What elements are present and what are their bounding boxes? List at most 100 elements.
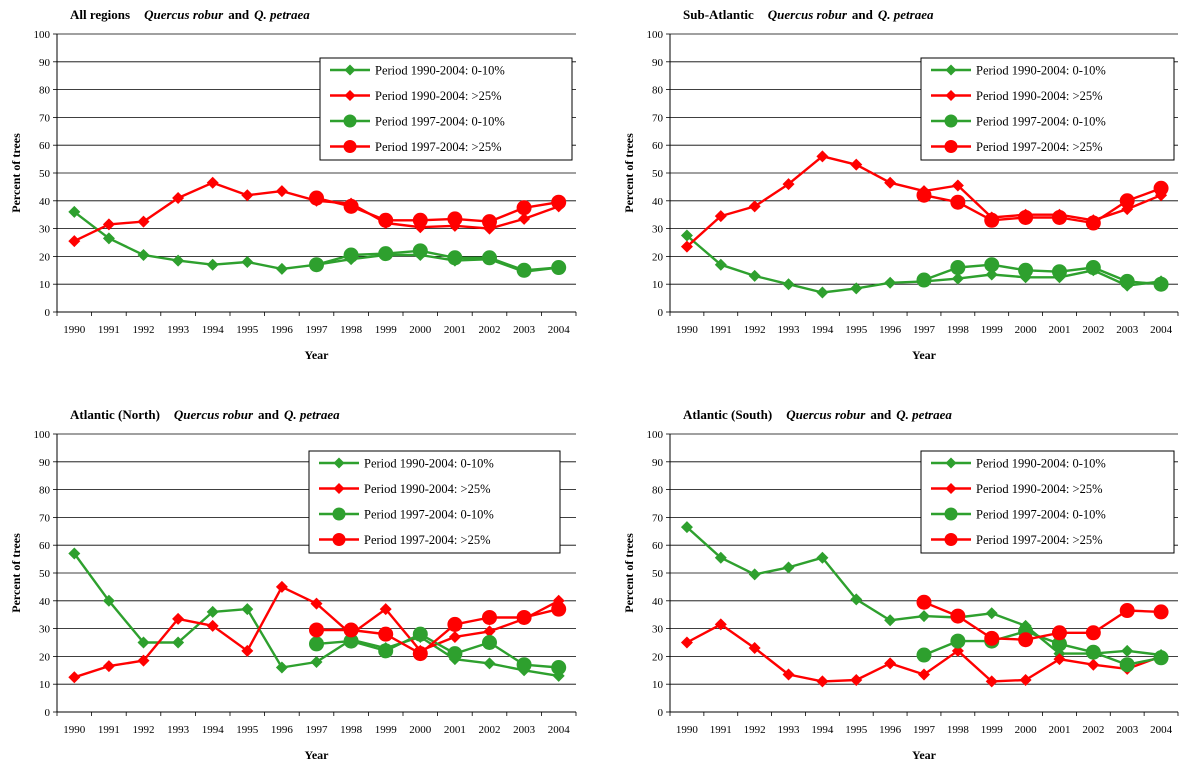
data-point [551, 260, 567, 276]
data-point [714, 258, 727, 271]
data-point [206, 176, 219, 189]
data-point [309, 636, 324, 652]
data-point [748, 269, 761, 282]
data-point [378, 246, 394, 262]
x-axis-label: Year [912, 348, 937, 362]
data-point [343, 622, 359, 638]
data-point [482, 250, 497, 266]
data-point [748, 200, 761, 213]
data-point [447, 646, 463, 662]
y-tick-label: 10 [652, 279, 664, 291]
data-point [241, 255, 254, 268]
data-point [379, 603, 392, 616]
title-and: and [870, 407, 892, 422]
legend-label: Period 1990-2004: >25% [364, 482, 490, 496]
chart-legend: Period 1990-2004: 0-10% Period 1990-2004:… [308, 450, 561, 554]
data-point [918, 668, 930, 681]
data-point [343, 247, 359, 263]
data-point [884, 276, 897, 289]
data-point [309, 257, 324, 273]
legend-marker [332, 533, 346, 546]
x-tick-label: 1991 [98, 724, 120, 736]
x-tick-label: 1996 [271, 724, 294, 736]
y-tick-label: 100 [647, 429, 664, 441]
data-point [1085, 625, 1101, 641]
x-tick-label: 1996 [879, 324, 902, 336]
y-axis-label: Percent of trees [622, 533, 636, 613]
x-tick-label: 1990 [676, 324, 699, 336]
data-point [714, 618, 727, 631]
data-point [206, 258, 219, 271]
y-tick-label: 60 [652, 540, 664, 552]
x-tick-label: 1991 [710, 324, 732, 336]
title-region: Atlantic (South) [683, 407, 772, 422]
data-point [172, 636, 185, 649]
data-point [137, 636, 150, 649]
data-point [782, 668, 795, 681]
data-point [680, 240, 693, 253]
x-tick-label: 1993 [778, 324, 801, 336]
x-tick-label: 1998 [340, 724, 363, 736]
title-species: Quercus robur [786, 407, 866, 422]
legend-marker [343, 114, 357, 128]
data-point [412, 626, 428, 642]
title-and: and [258, 407, 280, 422]
data-point [1085, 260, 1101, 276]
y-tick-label: 70 [39, 512, 51, 524]
x-tick-label: 2001 [1048, 324, 1070, 336]
x-tick-label: 1993 [167, 324, 190, 336]
data-point [1153, 180, 1169, 196]
y-tick-label: 20 [39, 251, 51, 263]
chart-title: Atlantic (North) Quercus robur and Q. petra… [70, 407, 340, 422]
legend-marker [944, 114, 958, 128]
data-point [916, 594, 932, 610]
data-point [850, 158, 863, 171]
y-tick-label: 90 [652, 57, 664, 69]
data-point [950, 608, 966, 624]
legend-box [920, 57, 1175, 161]
x-tick-label: 2003 [1116, 324, 1139, 336]
legend-label: Period 1990-2004: 0-10% [976, 457, 1106, 471]
y-tick-label: 10 [652, 679, 664, 691]
data-point [172, 254, 185, 267]
x-tick-label: 1991 [98, 324, 120, 336]
data-point [984, 257, 1000, 273]
y-tick-label: 20 [39, 651, 51, 663]
legend-label: Period 1997-2004: 0-10% [364, 508, 494, 522]
x-tick-label: 2003 [513, 324, 536, 336]
y-tick-label: 90 [39, 57, 51, 69]
x-axis-label: Year [305, 748, 330, 762]
data-point [483, 657, 496, 670]
legend-label: Period 1997-2004: 0-10% [375, 115, 505, 129]
data-point [137, 249, 150, 262]
data-point [782, 178, 795, 191]
data-point [378, 626, 394, 642]
title-species: Quercus robur [174, 407, 254, 422]
legend-marker [944, 507, 958, 521]
x-tick-label: 1995 [236, 324, 259, 336]
x-tick-label: 1994 [811, 724, 834, 736]
data-point [343, 198, 359, 214]
data-point [1121, 644, 1134, 657]
data-point [918, 610, 930, 623]
data-point [309, 190, 324, 206]
data-point [680, 636, 693, 649]
x-tick-label: 1995 [236, 724, 259, 736]
legend-box [319, 57, 573, 161]
data-point [985, 675, 998, 688]
legend-marker [343, 140, 357, 153]
x-tick-label: 2004 [1150, 724, 1173, 736]
y-tick-label: 30 [652, 224, 664, 236]
x-tick-label: 2003 [1116, 724, 1139, 736]
legend-marker [344, 64, 356, 76]
chart-panel-3: Atlantic (North) Quercus robur and Q. petra… [9, 407, 577, 762]
legend-marker [945, 64, 957, 76]
legend-label: Period 1990-2004: 0-10% [375, 64, 505, 78]
y-tick-label: 50 [39, 168, 51, 180]
data-point [447, 250, 463, 266]
data-point [172, 612, 185, 625]
x-tick-label: 2000 [409, 724, 432, 736]
y-tick-label: 100 [647, 29, 664, 41]
data-point [102, 232, 115, 245]
data-point [1087, 658, 1100, 671]
